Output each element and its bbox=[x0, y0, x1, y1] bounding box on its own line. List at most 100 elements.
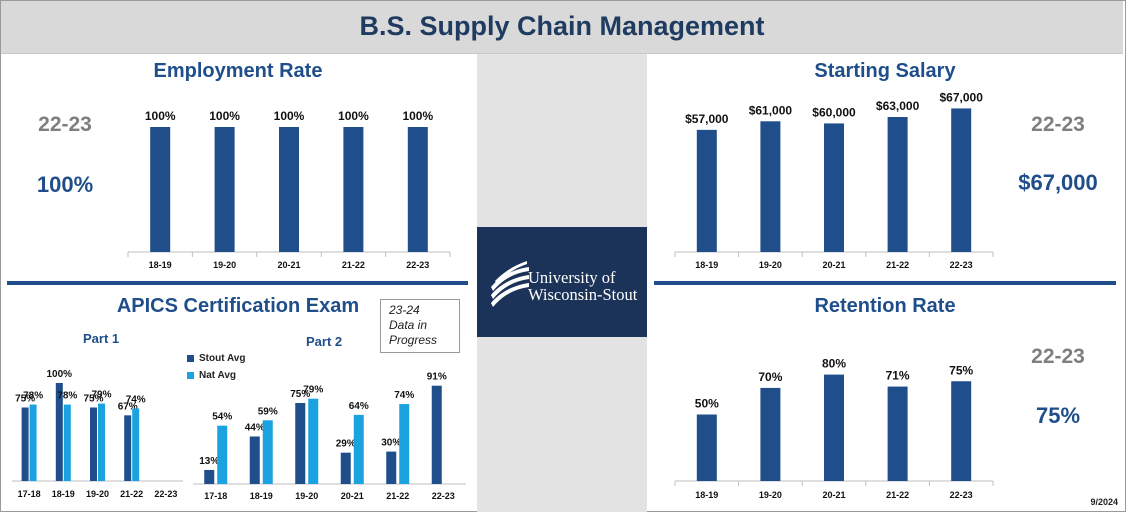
salary-tick-label: 19-20 bbox=[759, 260, 782, 270]
apics-part2-data-label: 54% bbox=[212, 412, 232, 423]
retention-tick-label: 20-21 bbox=[822, 490, 845, 500]
employment-bar bbox=[343, 127, 364, 252]
salary-tick-label: 22-23 bbox=[950, 260, 973, 270]
retention-value: 75% bbox=[1035, 403, 1081, 428]
retention-data-label: 50% bbox=[695, 397, 719, 411]
apics-part1-data-label: 75% bbox=[15, 394, 35, 405]
apics-part1-tick-label: 17-18 bbox=[18, 489, 41, 499]
legend-stout: Stout Avg bbox=[187, 350, 245, 367]
apics-part2-bar-stout bbox=[295, 403, 306, 484]
apics-part1-bar-nat bbox=[63, 404, 71, 481]
salary-year: 22-23 bbox=[1031, 113, 1085, 136]
retention-data-label: 75% bbox=[949, 363, 973, 377]
retention-data-label: 71% bbox=[886, 369, 910, 383]
apics-part1-data-label: 78% bbox=[57, 391, 77, 402]
employment-data-label: 100% bbox=[402, 109, 433, 123]
data-in-progress-note: 23-24 Data in Progress bbox=[380, 299, 460, 353]
apics-part1-bar-nat bbox=[132, 408, 140, 481]
apics-part2-data-label: 29% bbox=[336, 439, 356, 450]
apics-part2-bar-stout bbox=[431, 385, 442, 484]
salary-data-label: $60,000 bbox=[812, 105, 856, 119]
employment-year: 22-23 bbox=[38, 113, 92, 136]
apics-part2-tick-label: 17-18 bbox=[204, 491, 227, 501]
retention-tick-label: 18-19 bbox=[695, 490, 718, 500]
retention-bar bbox=[824, 374, 844, 481]
logo-mark-icon bbox=[491, 261, 529, 307]
apics-part2-data-label: 59% bbox=[258, 406, 278, 417]
apics-part1-tick-label: 21-22 bbox=[120, 489, 143, 499]
apics-part2-tick-label: 20-21 bbox=[341, 491, 364, 501]
retention-tick-label: 21-22 bbox=[886, 490, 909, 500]
apics-part1-bar-stout bbox=[55, 383, 63, 481]
apics-part2-data-label: 30% bbox=[381, 438, 401, 449]
apics-part1-bar-stout bbox=[90, 407, 97, 481]
salary-tick-label: 20-21 bbox=[822, 260, 845, 270]
apics-part2-bar-stout bbox=[386, 451, 397, 484]
footer-date: 9/2024 bbox=[1090, 497, 1118, 507]
employment-bar bbox=[279, 127, 299, 252]
apics-part2-data-label: 75% bbox=[290, 389, 310, 400]
apics-part2-data-label: 74% bbox=[394, 390, 414, 401]
logo-line-1: University of bbox=[528, 268, 616, 287]
salary-data-label: $57,000 bbox=[685, 112, 729, 126]
salary-data-label: $61,000 bbox=[749, 103, 793, 117]
apics-part2-bar-nat bbox=[308, 398, 319, 484]
retention-bar bbox=[696, 414, 717, 481]
apics-part1-data-label: 100% bbox=[47, 369, 73, 380]
legend-nat: Nat Avg bbox=[187, 367, 245, 384]
employment-data-label: 100% bbox=[338, 109, 369, 123]
apics-part2-bar-nat bbox=[262, 420, 273, 484]
legend-label-nat: Nat Avg bbox=[199, 370, 237, 381]
apics-part1-title: Part 1 bbox=[83, 331, 120, 346]
retention-year: 22-23 bbox=[1031, 345, 1085, 368]
apics-part1-bar-stout bbox=[124, 415, 132, 481]
apics-part2-tick-label: 21-22 bbox=[386, 491, 409, 501]
apics-part2-bar-stout bbox=[249, 436, 260, 484]
apics-part2-tick-label: 18-19 bbox=[250, 491, 273, 501]
apics-part1-tick-label: 22-23 bbox=[154, 489, 177, 499]
legend-label-stout: Stout Avg bbox=[199, 353, 246, 364]
apics-part1-data-label: 78% bbox=[23, 391, 43, 402]
apics-part2-tick-label: 19-20 bbox=[295, 491, 318, 501]
salary-tick-label: 21-22 bbox=[886, 260, 909, 270]
page-title: B.S. Supply Chain Management bbox=[359, 11, 765, 41]
retention-bar bbox=[760, 387, 781, 481]
employment-data-label: 100% bbox=[209, 109, 240, 123]
divider-right bbox=[654, 281, 1116, 285]
legend-swatch-stout bbox=[187, 355, 194, 362]
logo-line-2: Wisconsin-Stout bbox=[528, 285, 638, 304]
apics-part2-data-label: 91% bbox=[427, 372, 447, 383]
employment-bar bbox=[407, 127, 428, 252]
apics-legend: Stout Avg Nat Avg bbox=[187, 350, 245, 384]
legend-swatch-nat bbox=[187, 372, 194, 379]
apics-part1-bar-nat bbox=[98, 403, 105, 481]
employment-bar bbox=[150, 127, 171, 252]
apics-part2-data-label: 79% bbox=[303, 385, 323, 396]
salary-value: $67,000 bbox=[1018, 170, 1098, 195]
apics-part1-tick-label: 19-20 bbox=[86, 489, 109, 499]
retention-bar bbox=[951, 381, 972, 481]
apics-part1-data-label: 67% bbox=[118, 401, 138, 412]
employment-tick-label: 21-22 bbox=[342, 260, 365, 270]
university-logo bbox=[477, 227, 647, 337]
salary-data-label: $63,000 bbox=[876, 99, 920, 113]
apics-part1-data-label: 74% bbox=[126, 394, 146, 405]
employment-tick-label: 22-23 bbox=[406, 260, 429, 270]
note-line-1: 23-24 bbox=[389, 303, 420, 317]
retention-data-label: 70% bbox=[758, 370, 782, 384]
retention-title: Retention Rate bbox=[814, 295, 956, 317]
apics-part1-data-label: 75% bbox=[83, 394, 103, 405]
salary-bar bbox=[887, 117, 908, 252]
salary-bar bbox=[824, 123, 844, 252]
apics-part1-bar-stout bbox=[21, 407, 29, 481]
logo-text: University of Wisconsin-Stout bbox=[528, 269, 637, 303]
apics-part2-bar-nat bbox=[217, 425, 228, 484]
employment-tick-label: 20-21 bbox=[277, 260, 300, 270]
apics-part2-title: Part 2 bbox=[306, 334, 343, 349]
retention-tick-label: 22-23 bbox=[950, 490, 973, 500]
employment-data-label: 100% bbox=[274, 109, 305, 123]
header-bar: B.S. Supply Chain Management bbox=[1, 1, 1123, 54]
salary-tick-label: 18-19 bbox=[695, 260, 718, 270]
employment-data-label: 100% bbox=[145, 109, 176, 123]
